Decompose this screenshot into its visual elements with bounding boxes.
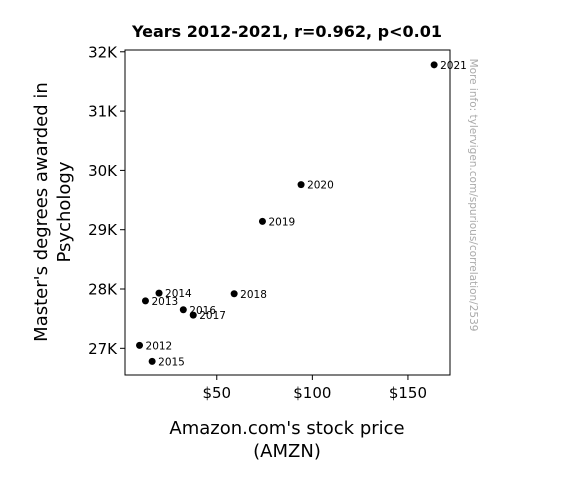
data-point-2015 [148, 357, 156, 365]
y-tick-label: 29K [88, 221, 118, 239]
data-label-2017: 2017 [199, 310, 226, 322]
y-axis-label-line-1: Master's degrees awarded in [31, 82, 52, 342]
data-label-2014: 2014 [165, 288, 192, 300]
y-axis-label-line-2: Psychology [54, 161, 75, 262]
y-tick-label: 32K [88, 43, 118, 61]
plot-area-frame [124, 49, 451, 376]
data-point-2017 [189, 311, 197, 319]
data-label-2021: 2021 [440, 60, 467, 72]
data-point-2020 [297, 181, 305, 189]
data-points [136, 61, 438, 365]
data-point-2016 [179, 306, 187, 314]
data-label-2018: 2018 [240, 289, 267, 301]
data-point-2019 [258, 217, 266, 225]
x-axis-ticks: $50 $100 $150 [202, 375, 427, 402]
x-tick-label: $100 [293, 384, 331, 402]
x-axis-label-line-1: Amazon.com's stock price [169, 418, 404, 439]
y-tick-label: 30K [88, 162, 118, 180]
x-tick-label: $50 [202, 384, 231, 402]
x-tick-label: $150 [389, 384, 427, 402]
data-label-2020: 2020 [307, 180, 334, 192]
data-point-2012 [136, 341, 144, 349]
data-label-2015: 2015 [158, 356, 185, 368]
source-watermark: More info: tylervigen.com/spurious/corre… [467, 59, 479, 332]
y-tick-label: 28K [88, 281, 118, 299]
y-tick-label: 31K [88, 103, 118, 121]
data-point-2018 [230, 290, 238, 298]
data-label-2012: 2012 [146, 340, 173, 352]
y-tick-label: 27K [88, 340, 118, 358]
data-label-2016: 2016 [189, 305, 216, 317]
data-point-2021 [430, 61, 438, 69]
data-label-2019: 2019 [268, 216, 295, 228]
x-axis-label-line-2: (AMZN) [253, 441, 321, 462]
data-point-2013 [141, 297, 149, 305]
chart-title: Years 2012-2021, r=0.962, p<0.01 [131, 22, 442, 41]
y-axis-ticks: 27K 28K 29K 30K 31K 32K [88, 43, 125, 358]
data-label-2013: 2013 [151, 296, 178, 308]
data-point-2014 [155, 289, 163, 297]
